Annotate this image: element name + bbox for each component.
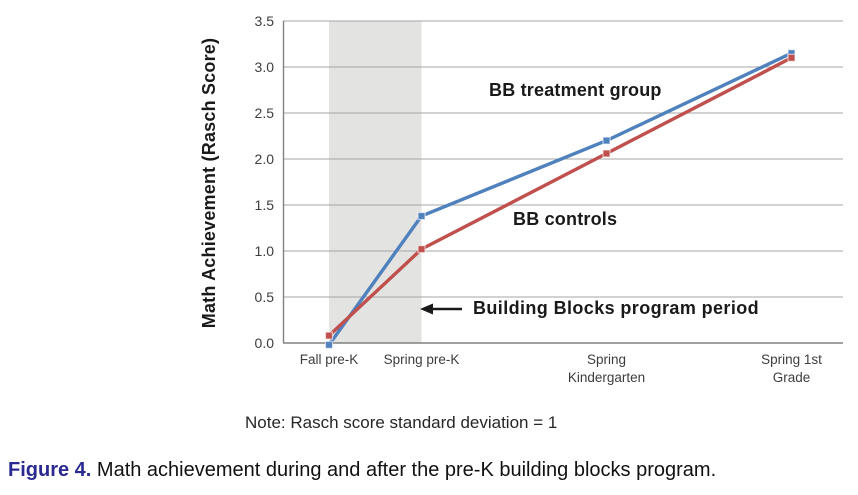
series-marker-1 (787, 53, 796, 62)
program-period-band (329, 21, 422, 343)
series-marker-0 (417, 211, 426, 221)
series-marker-1 (602, 149, 611, 158)
x-tick-label: Spring 1st Grade (761, 352, 822, 385)
series-marker-0 (602, 136, 611, 145)
x-tick-label: Spring Kindergarten (567, 352, 646, 385)
series-line-0 (327, 51, 793, 346)
y-tick-label: 1.0 (254, 243, 274, 259)
x-tick-label: Fall pre-K (299, 352, 359, 367)
figure-caption: Figure 4. Math achievement during and af… (8, 459, 716, 482)
x-tick-label: Spring pre-K (383, 352, 460, 367)
treatment-series-label: BB treatment group (489, 80, 662, 100)
series-marker-0 (324, 340, 334, 349)
y-axis-title: Math Achievement (Rasch Score) (199, 37, 219, 329)
line-chart-canvas (282, 20, 843, 349)
chart-note: Note: Rasch score standard deviation = 1 (245, 413, 558, 432)
series-marker-1 (324, 331, 334, 340)
series-marker-1 (417, 245, 426, 254)
y-tick-label: 3.0 (254, 59, 274, 75)
series-line-1 (327, 56, 793, 337)
figure-label: Figure 4. (8, 459, 97, 481)
y-tick-label: 3.5 (254, 13, 274, 29)
plot-area (282, 20, 843, 349)
program-period-label: Building Blocks program period (473, 298, 760, 318)
left-arrow-icon (420, 303, 462, 314)
controls-series-label: BB controls (513, 209, 618, 229)
y-tick-label: 0.5 (254, 289, 274, 305)
y-tick-label: 0.0 (254, 335, 274, 351)
y-tick-label: 2.5 (254, 105, 274, 121)
program-period-annotation: Building Blocks program period (420, 298, 759, 319)
y-tick-label: 1.5 (254, 197, 274, 213)
figure-caption-text: Math achievement during and after the pr… (96, 459, 717, 481)
y-tick-label: 2.0 (254, 151, 274, 167)
